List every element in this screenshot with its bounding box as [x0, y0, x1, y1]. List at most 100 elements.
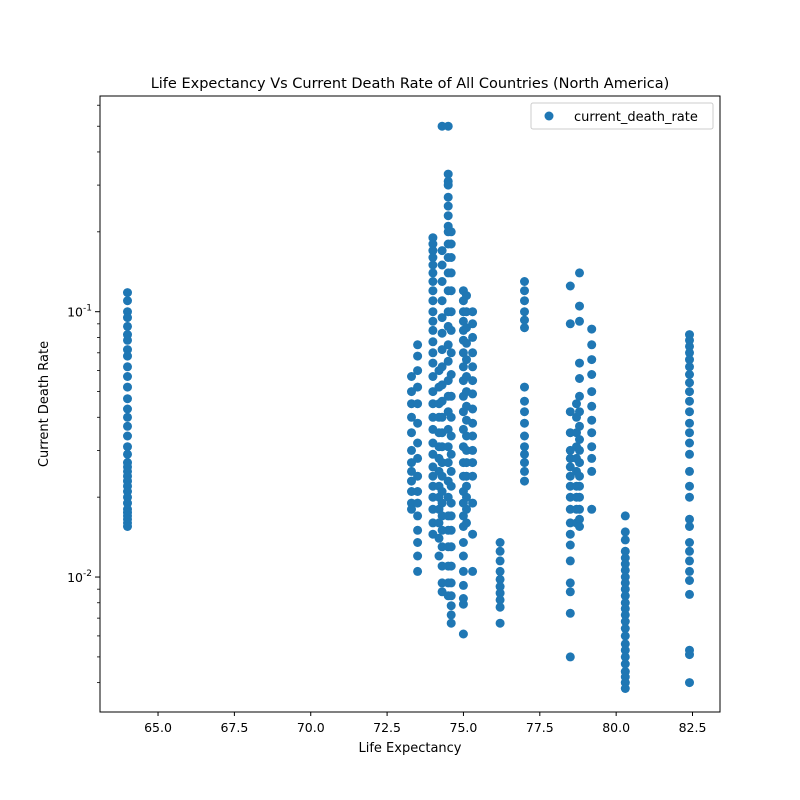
data-point [495, 546, 505, 556]
data-point [458, 362, 468, 372]
data-point [413, 538, 423, 547]
data-point [428, 471, 438, 481]
data-point [413, 340, 423, 350]
data-point [468, 319, 478, 329]
legend-label: current_death_rate [574, 110, 698, 125]
x-tick-label: 65.0 [144, 720, 172, 735]
data-point [495, 582, 505, 592]
data-point [565, 453, 575, 463]
data-point [565, 481, 575, 491]
legend: current_death_rate [530, 102, 714, 130]
data-point [407, 372, 416, 381]
data-point [437, 277, 447, 286]
y-axis-ticks: 10-2 10-1 [67, 104, 100, 684]
data-point [443, 169, 453, 179]
data-point [685, 514, 694, 524]
data-point [446, 412, 456, 422]
data-point [443, 121, 453, 131]
data-point [495, 566, 505, 576]
data-point [685, 449, 694, 459]
data-point [428, 337, 438, 347]
data-point [407, 412, 416, 422]
data-point [565, 504, 575, 514]
data-point [428, 296, 438, 306]
data-point [413, 418, 423, 428]
data-point [446, 466, 456, 476]
data-point [575, 458, 584, 468]
y-tick-label: 10-1 [67, 304, 92, 320]
data-point [446, 239, 456, 249]
data-point [434, 533, 444, 543]
data-point [620, 559, 630, 569]
x-tick-label: 75.0 [450, 720, 478, 735]
data-point [620, 684, 630, 693]
data-point [565, 492, 575, 502]
data-point [428, 239, 438, 249]
data-point [575, 504, 584, 514]
data-point [685, 362, 694, 372]
data-point [575, 522, 584, 531]
data-point [123, 394, 132, 404]
y-tick-label: 10-2 [67, 569, 92, 585]
data-point [446, 618, 456, 628]
data-point [587, 428, 597, 438]
data-point [495, 602, 505, 612]
data-point [587, 453, 597, 463]
data-point [565, 652, 575, 662]
data-point [446, 610, 456, 620]
data-point [123, 321, 132, 331]
data-point [575, 301, 584, 311]
data-point [685, 650, 694, 660]
data-point [520, 449, 529, 459]
data-point [437, 345, 447, 355]
data-point [123, 431, 132, 441]
data-point [443, 211, 453, 221]
chart-title: Life Expectancy Vs Current Death Rate of… [151, 76, 670, 92]
data-point [468, 362, 478, 372]
data-point [620, 652, 630, 662]
data-point [446, 370, 456, 379]
data-point [565, 529, 575, 539]
data-point [575, 407, 584, 417]
data-point [437, 487, 447, 496]
data-point [685, 678, 694, 688]
data-point [446, 325, 456, 335]
data-point [620, 624, 630, 633]
data-point [587, 442, 597, 452]
data-point [428, 316, 438, 326]
data-point [520, 396, 529, 406]
data-point [685, 546, 694, 556]
data-point [437, 328, 447, 338]
data-point [123, 351, 132, 361]
data-point [520, 458, 529, 468]
data-point [462, 481, 471, 491]
data-point [620, 511, 630, 521]
data-point [685, 576, 694, 585]
data-point [468, 445, 478, 455]
data-point [437, 313, 447, 323]
data-point [446, 525, 456, 535]
data-point [520, 286, 529, 296]
data-point [565, 608, 575, 618]
data-point [685, 396, 694, 406]
data-point [620, 645, 630, 655]
data-point [520, 277, 529, 286]
data-point [413, 487, 423, 496]
data-point [575, 316, 584, 326]
data-point [458, 566, 468, 576]
data-point [458, 551, 468, 561]
data-point [495, 588, 505, 598]
data-point [123, 449, 132, 459]
data-point [123, 296, 132, 306]
data-point [428, 286, 438, 296]
data-point [565, 407, 575, 417]
data-point [428, 277, 438, 286]
data-point [123, 404, 132, 414]
data-point [468, 307, 478, 317]
data-point [620, 604, 630, 614]
data-point [587, 387, 597, 397]
data-point [685, 438, 694, 448]
data-point [620, 631, 630, 641]
data-point [587, 340, 597, 350]
